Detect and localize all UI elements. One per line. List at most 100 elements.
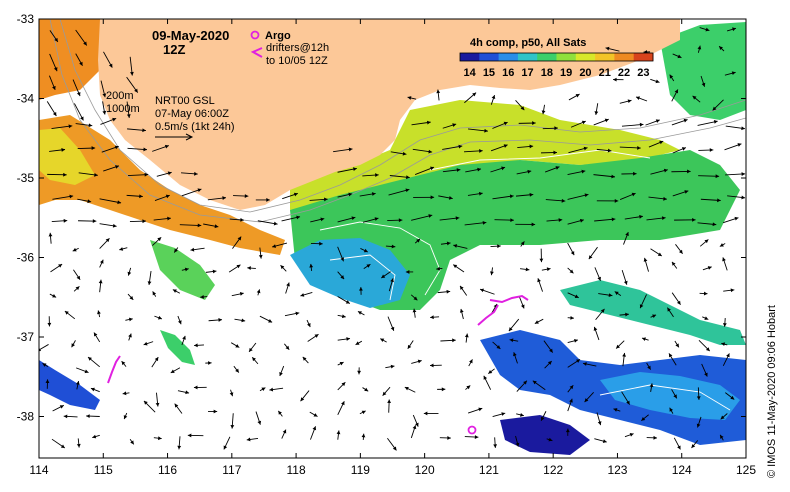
current-vector-head bbox=[313, 413, 318, 417]
current-vector-head bbox=[112, 117, 117, 122]
current-vector-head bbox=[520, 413, 524, 417]
current-vector-head bbox=[269, 387, 274, 392]
x-tick-label: 119 bbox=[351, 463, 370, 477]
current-vector-head bbox=[623, 280, 628, 285]
current-vector-head bbox=[48, 232, 53, 237]
current-vector bbox=[411, 214, 433, 221]
current-vector-head bbox=[197, 188, 202, 193]
x-tick-label: 114 bbox=[29, 463, 48, 477]
current-vector-head bbox=[558, 218, 563, 222]
current-vector-head bbox=[130, 71, 134, 76]
current-vector-head bbox=[76, 92, 81, 97]
date-label: 09-May-2020 bbox=[152, 28, 229, 43]
current-vector-head bbox=[637, 145, 641, 150]
current-vector-head bbox=[484, 128, 488, 133]
current-vector-head bbox=[639, 122, 644, 127]
drifter-track bbox=[107, 355, 121, 384]
current-vector-head bbox=[696, 396, 701, 400]
current-vector-head bbox=[642, 337, 646, 341]
current-vector-head bbox=[361, 410, 366, 415]
current-vector-head bbox=[279, 372, 283, 377]
current-vector-head bbox=[541, 416, 545, 421]
current-vector bbox=[388, 188, 410, 196]
current-vector-head bbox=[488, 369, 493, 374]
current-vector-head bbox=[692, 95, 697, 100]
current-vector-head bbox=[423, 411, 428, 416]
current-vector-head bbox=[190, 247, 195, 252]
current-vector-head bbox=[478, 191, 483, 196]
legend-swatch bbox=[498, 53, 519, 61]
current-vector-head bbox=[324, 197, 328, 202]
current-vector-head bbox=[300, 293, 305, 297]
current-vector-head bbox=[527, 169, 532, 174]
current-vector-head bbox=[477, 167, 482, 172]
current-vector-head bbox=[266, 197, 270, 202]
current-vector-head bbox=[39, 347, 42, 352]
x-axis: 114 115 116 117 118 119 120 121 122 123 124 125 bbox=[29, 19, 756, 477]
current-vector-head bbox=[91, 146, 96, 151]
current-vector-head bbox=[602, 439, 607, 443]
current-vector-head bbox=[152, 291, 157, 296]
drifter-legend-icon bbox=[250, 47, 263, 58]
current-vector-head bbox=[675, 343, 679, 348]
current-vector-head bbox=[390, 364, 395, 369]
current-vector-head bbox=[413, 296, 418, 301]
sst-patch-s-navy bbox=[500, 415, 590, 455]
current-vector-head bbox=[341, 382, 346, 387]
current-vector-head bbox=[678, 249, 683, 254]
current-vector-head bbox=[441, 387, 446, 392]
current-vector-head bbox=[222, 196, 227, 200]
current-vector-head bbox=[115, 165, 119, 169]
current-vector-head bbox=[503, 121, 508, 126]
current-vector-head bbox=[539, 258, 544, 263]
current-vector-head bbox=[681, 147, 686, 151]
current-vector-head bbox=[172, 289, 177, 293]
current-vector-head bbox=[155, 402, 160, 407]
current-vector-head bbox=[482, 220, 487, 225]
current-vector-head bbox=[353, 167, 357, 172]
current-vector-head bbox=[483, 375, 488, 380]
current-vector-head bbox=[497, 244, 501, 249]
isobath-200m-label: 200m bbox=[106, 90, 134, 102]
current-vector-head bbox=[64, 311, 69, 315]
current-vector-head bbox=[312, 426, 317, 431]
current-vector-head bbox=[178, 320, 182, 325]
current-vector-head bbox=[88, 123, 93, 128]
current-vector bbox=[593, 174, 616, 178]
sst-patch-east-green bbox=[560, 280, 746, 345]
legend-swatch bbox=[556, 53, 577, 61]
current-vector-head bbox=[705, 27, 710, 32]
current-vector-head bbox=[734, 216, 739, 221]
current-vector-head bbox=[574, 338, 578, 343]
current-vector-head bbox=[99, 259, 104, 264]
current-vector-head bbox=[157, 315, 162, 320]
legend-tick-label: 23 bbox=[637, 67, 649, 79]
current-vector-head bbox=[361, 433, 366, 438]
current-vector-head bbox=[583, 146, 588, 151]
current-vector-head bbox=[87, 199, 92, 204]
current-vector-head bbox=[663, 196, 667, 201]
current-vector-head bbox=[430, 315, 434, 320]
current-vector-head bbox=[491, 95, 496, 100]
current-vector-head bbox=[479, 149, 483, 153]
current-vector-head bbox=[185, 390, 190, 395]
current-vector-head bbox=[236, 264, 241, 269]
current-vector-head bbox=[177, 445, 182, 450]
current-vector-head bbox=[741, 172, 746, 176]
current-vector-head bbox=[52, 85, 56, 90]
current-vector-head bbox=[641, 417, 646, 421]
current-vector-head bbox=[737, 143, 742, 147]
current-vector-head bbox=[581, 169, 586, 174]
current-vector bbox=[621, 123, 644, 127]
contour-line bbox=[319, 221, 441, 296]
current-vector-head bbox=[351, 216, 356, 221]
current-vector-head bbox=[561, 198, 566, 203]
current-vector-head bbox=[119, 247, 124, 251]
current-vector-head bbox=[416, 238, 421, 243]
drifters-legend-line1: drifters@12h bbox=[266, 42, 329, 54]
current-vector-head bbox=[555, 166, 560, 170]
current-vector-head bbox=[285, 345, 290, 350]
current-vector-head bbox=[459, 308, 464, 313]
current-vector-head bbox=[52, 111, 57, 116]
